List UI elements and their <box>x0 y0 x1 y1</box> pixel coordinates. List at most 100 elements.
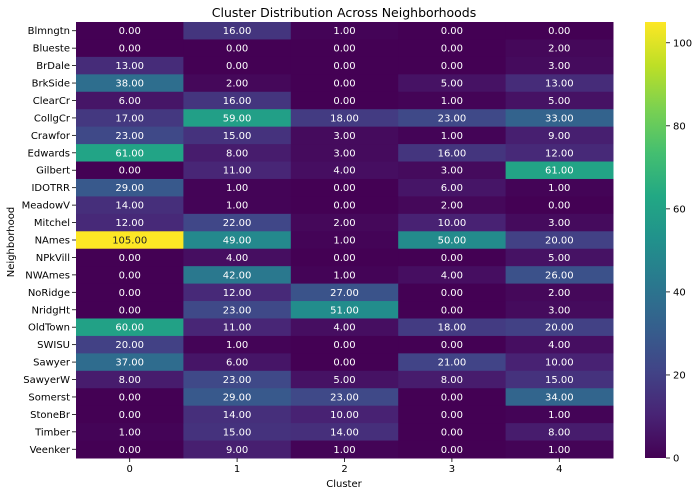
cell-value-label: 1.00 <box>441 96 463 107</box>
cell-value-label: 9.00 <box>548 131 570 142</box>
heatmap-cell <box>183 335 292 354</box>
heatmap-cell <box>290 283 399 302</box>
x-tick-label: 3 <box>449 464 455 475</box>
y-tick-label: NPkVill <box>36 253 70 264</box>
cell-value-label: 2.00 <box>333 218 355 229</box>
cell-value-label: 1.00 <box>548 445 570 456</box>
cell-value-label: 2.00 <box>226 79 248 90</box>
x-tick-label: 1 <box>234 464 240 475</box>
cell-value-label: 16.00 <box>223 26 252 37</box>
cell-value-label: 3.00 <box>548 218 570 229</box>
cell-value-label: 2.00 <box>441 201 463 212</box>
cell-value-label: 4.00 <box>333 166 355 177</box>
cell-value-label: 1.00 <box>548 183 570 194</box>
x-tick-label: 2 <box>341 464 347 475</box>
heatmap-cell <box>76 161 184 180</box>
x-tick-label: 4 <box>556 464 562 475</box>
heatmap-cell <box>505 39 614 58</box>
cell-value-label: 0.00 <box>119 166 141 177</box>
cell-value-label: 16.00 <box>438 148 467 159</box>
cell-value-label: 3.00 <box>548 61 570 72</box>
cell-value-label: 15.00 <box>545 375 574 386</box>
cell-value-label: 8.00 <box>226 148 248 159</box>
heatmap-cell <box>398 318 507 337</box>
heatmap-cell <box>505 370 614 389</box>
cell-value-label: 0.00 <box>441 445 463 456</box>
heatmap-cell <box>505 301 614 319</box>
heatmap-cell <box>183 144 292 163</box>
y-tick-label: BrDale <box>36 61 70 72</box>
cell-value-label: 105.00 <box>112 236 147 247</box>
heatmap-cell <box>76 353 184 372</box>
heatmap-cell <box>505 144 614 163</box>
cell-value-label: 0.00 <box>333 61 355 72</box>
heatmap-cell <box>183 196 292 215</box>
colorbar <box>645 22 666 458</box>
y-tick-label: Blueste <box>33 44 70 55</box>
cell-value-label: 1.00 <box>548 410 570 421</box>
heatmap-cell <box>76 335 184 354</box>
cell-value-label: 8.00 <box>548 427 570 438</box>
heatmap-cell <box>76 301 184 319</box>
heatmap-cell <box>398 22 507 40</box>
heatmap-cell <box>505 318 614 337</box>
cell-value-label: 33.00 <box>545 113 574 124</box>
cell-value-label: 0.00 <box>441 61 463 72</box>
heatmap-cell <box>398 440 507 459</box>
cell-value-label: 3.00 <box>333 131 355 142</box>
cell-value-label: 5.00 <box>333 375 355 386</box>
cell-value-label: 49.00 <box>223 236 252 247</box>
y-tick-label: Crawfor <box>31 131 71 142</box>
cell-value-label: 1.00 <box>333 236 355 247</box>
x-axis-label: Cluster <box>326 479 362 490</box>
cell-value-label: 17.00 <box>115 113 144 124</box>
cell-value-label: 21.00 <box>438 358 467 369</box>
cell-value-label: 23.00 <box>223 305 252 316</box>
heatmap-cell <box>183 248 292 267</box>
cell-value-label: 9.00 <box>226 445 248 456</box>
heatmap-cell <box>76 22 184 40</box>
y-tick-label: Edwards <box>28 148 70 159</box>
heatmap-cell <box>290 353 399 372</box>
cell-value-label: 29.00 <box>223 392 252 403</box>
heatmap-cell <box>76 74 184 93</box>
heatmap-cell <box>398 178 507 197</box>
cell-value-label: 15.00 <box>223 131 252 142</box>
cell-value-label: 13.00 <box>115 61 144 72</box>
cell-value-label: 22.00 <box>223 218 252 229</box>
y-tick-label: NridgHt <box>31 305 70 316</box>
y-tick-label: ClearCr <box>33 96 71 107</box>
heatmap-cell <box>183 161 292 180</box>
cell-value-label: 4.00 <box>226 253 248 264</box>
cell-value-label: 0.00 <box>441 340 463 351</box>
heatmap-cell <box>290 335 399 354</box>
y-tick-label: Mitchel <box>34 218 70 229</box>
heatmap-cell <box>505 266 614 285</box>
cell-value-label: 0.00 <box>119 392 141 403</box>
heatmap-cell <box>183 440 292 459</box>
colorbar-tick-label: 80 <box>673 121 686 132</box>
cell-value-label: 3.00 <box>548 305 570 316</box>
cell-value-label: 20.00 <box>545 323 574 334</box>
y-tick-label: StoneBr <box>30 410 71 421</box>
cell-value-label: 0.00 <box>119 253 141 264</box>
heatmap-cell <box>398 266 507 285</box>
heatmap-cell <box>398 126 507 145</box>
heatmap-cell <box>505 248 614 267</box>
heatmap-cell <box>290 231 399 250</box>
heatmap-cell <box>505 335 614 354</box>
cell-value-label: 0.00 <box>119 44 141 55</box>
heatmap-cell <box>290 318 399 337</box>
colorbar-tick-label: 20 <box>673 370 686 381</box>
cell-value-label: 18.00 <box>330 113 359 124</box>
cell-value-label: 11.00 <box>223 166 252 177</box>
colorbar-tick-label: 40 <box>673 287 686 298</box>
heatmap-cell <box>183 231 292 250</box>
heatmap-cell <box>76 423 184 442</box>
cell-value-label: 0.00 <box>119 288 141 299</box>
heatmap-cell <box>505 353 614 372</box>
cell-value-label: 11.00 <box>223 323 252 334</box>
heatmap-cell <box>398 231 507 250</box>
cell-value-label: 0.00 <box>333 340 355 351</box>
